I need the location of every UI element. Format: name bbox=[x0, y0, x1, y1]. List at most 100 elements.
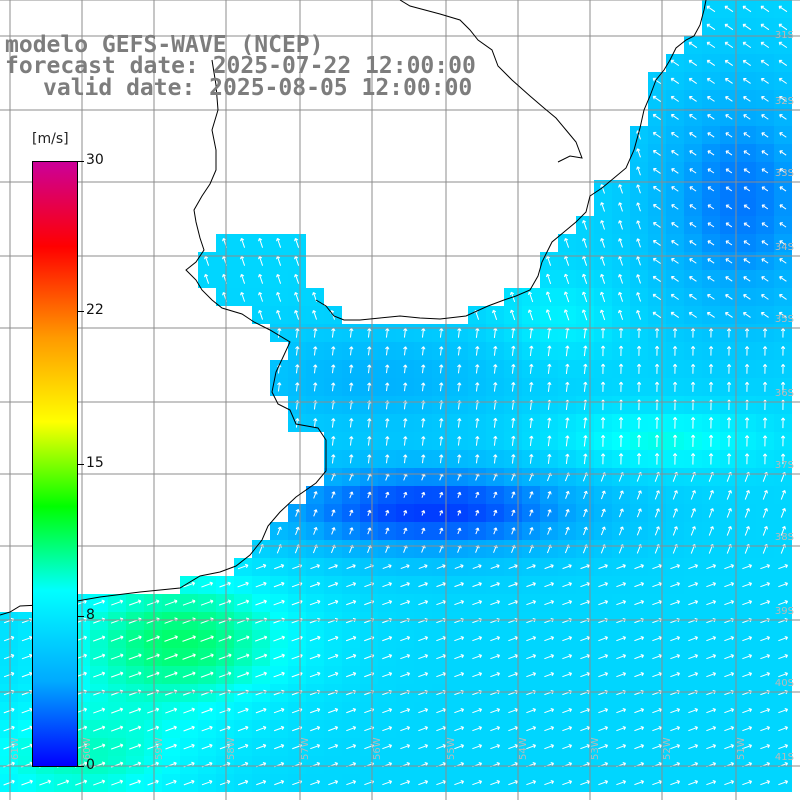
wind-arrow bbox=[708, 526, 715, 536]
wind-arrow bbox=[526, 726, 537, 732]
wind-arrow bbox=[688, 708, 699, 714]
wind-arrow bbox=[707, 114, 715, 120]
wind-arrow bbox=[598, 582, 609, 588]
wind-arrow bbox=[219, 725, 231, 732]
wind-arrow bbox=[562, 744, 573, 750]
wind-arrow bbox=[616, 780, 627, 786]
wind-arrow bbox=[436, 654, 447, 660]
wind-arrow bbox=[725, 240, 733, 246]
wind-arrow bbox=[598, 654, 609, 660]
longitude-label: 57W bbox=[300, 737, 311, 760]
wind-arrow bbox=[762, 363, 768, 374]
wind-arrow bbox=[618, 508, 624, 518]
latitude-label: 34S bbox=[775, 242, 794, 253]
wind-arrow bbox=[671, 132, 679, 138]
wind-arrow bbox=[760, 5, 770, 13]
wind-arrow bbox=[762, 346, 768, 356]
wind-arrow bbox=[472, 780, 483, 786]
wind-arrow bbox=[634, 780, 645, 786]
wind-arrow bbox=[418, 635, 429, 642]
wind-arrow bbox=[600, 345, 606, 357]
latitude-label: 39S bbox=[775, 606, 794, 617]
wind-arrow bbox=[475, 454, 480, 464]
wind-arrow bbox=[744, 363, 750, 374]
wind-arrow bbox=[670, 95, 679, 102]
wind-arrow bbox=[454, 582, 464, 588]
wind-arrow bbox=[200, 599, 214, 606]
wind-arrow bbox=[563, 273, 570, 285]
wind-arrow bbox=[743, 168, 751, 174]
wind-arrow bbox=[508, 636, 519, 642]
wind-arrow bbox=[708, 346, 714, 356]
wind-arrow bbox=[744, 417, 750, 429]
wind-arrow bbox=[545, 291, 552, 303]
wind-arrow bbox=[349, 418, 354, 428]
wind-arrow bbox=[688, 582, 699, 588]
wind-arrow bbox=[511, 345, 516, 356]
wind-arrow bbox=[403, 491, 408, 498]
wind-arrow bbox=[490, 726, 501, 732]
wind-arrow bbox=[276, 273, 282, 284]
wind-arrow bbox=[544, 708, 555, 714]
wind-arrow bbox=[600, 363, 606, 374]
wind-arrow bbox=[761, 240, 769, 246]
wind-arrow bbox=[309, 653, 321, 660]
wind-arrow bbox=[744, 508, 751, 518]
wind-arrow bbox=[129, 743, 142, 750]
wind-arrow bbox=[309, 707, 321, 714]
wind-arrow bbox=[439, 527, 444, 535]
wind-arrow bbox=[580, 582, 590, 588]
wind-arrow bbox=[688, 726, 699, 732]
wind-arrow bbox=[328, 779, 339, 786]
wind-arrow bbox=[726, 526, 733, 536]
wind-arrow bbox=[237, 707, 249, 714]
wind-arrow bbox=[744, 453, 750, 465]
wind-arrow bbox=[421, 454, 426, 464]
wind-arrow bbox=[760, 564, 771, 570]
wind-arrow bbox=[526, 708, 537, 714]
wind-arrow bbox=[744, 328, 750, 338]
latitude-label: 33S bbox=[775, 168, 794, 179]
wind-arrow bbox=[218, 653, 232, 660]
wind-arrow bbox=[652, 95, 662, 103]
wind-arrow bbox=[652, 582, 663, 588]
wind-arrow bbox=[672, 490, 678, 500]
wind-arrow bbox=[670, 780, 681, 786]
wind-arrow bbox=[490, 744, 501, 750]
wind-arrow bbox=[654, 508, 660, 518]
wind-arrow bbox=[654, 381, 660, 392]
wind-arrow bbox=[600, 273, 606, 284]
wind-arrow bbox=[582, 255, 588, 266]
wind-arrow bbox=[385, 418, 390, 428]
wind-arrow bbox=[565, 526, 570, 535]
wind-arrow bbox=[349, 491, 354, 499]
wind-arrow bbox=[743, 204, 751, 210]
wind-arrow bbox=[475, 418, 480, 428]
wind-arrow bbox=[583, 435, 588, 447]
wind-arrow bbox=[636, 526, 642, 536]
wind-arrow bbox=[708, 508, 714, 518]
wind-arrow bbox=[164, 671, 178, 678]
wind-arrow bbox=[690, 381, 696, 392]
wind-arrow bbox=[598, 564, 608, 570]
wind-arrow bbox=[652, 113, 662, 120]
wind-arrow bbox=[724, 5, 734, 13]
wind-arrow bbox=[636, 453, 642, 465]
wind-arrow bbox=[778, 5, 788, 13]
wind-arrow bbox=[255, 671, 267, 678]
wind-arrow bbox=[294, 237, 300, 248]
wind-arrow bbox=[652, 311, 662, 319]
colorbar-tick-mark bbox=[78, 311, 84, 312]
wind-arrow bbox=[309, 581, 321, 588]
wind-arrow bbox=[545, 309, 552, 321]
wind-arrow bbox=[400, 707, 411, 714]
wind-arrow bbox=[421, 382, 426, 392]
wind-arrow bbox=[761, 258, 769, 264]
wind-arrow bbox=[400, 635, 411, 642]
wind-arrow bbox=[346, 581, 357, 588]
wind-arrow bbox=[93, 671, 106, 678]
wind-arrow bbox=[654, 434, 660, 448]
wind-arrow bbox=[565, 345, 570, 357]
